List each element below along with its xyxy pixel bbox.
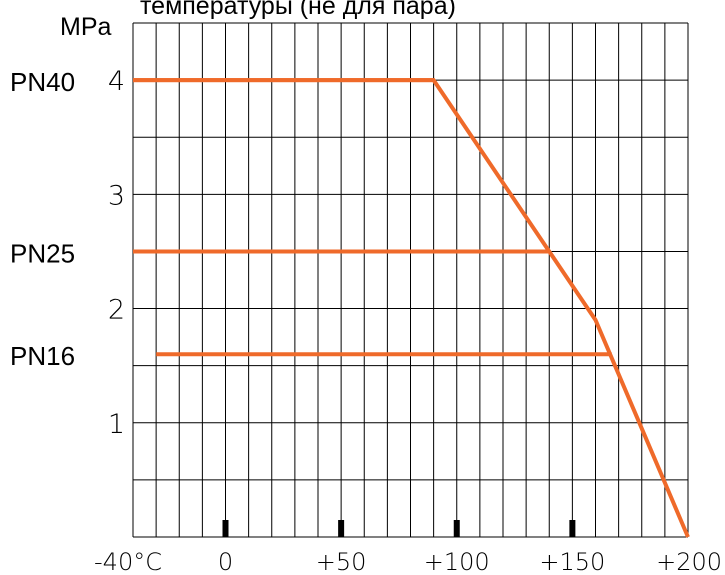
x-tick-mark <box>453 520 460 537</box>
pn-annotations: PN40 PN25 PN16 <box>10 67 75 371</box>
x-axis-ticks: -40°C 0 +50 +100 +150 +200 <box>94 520 722 575</box>
data-series <box>133 78 690 538</box>
grid-lines <box>132 22 689 538</box>
x-tick-label: +200 <box>656 548 722 575</box>
x-tick-label: 0 <box>218 548 233 575</box>
annotation-pn25: PN25 <box>10 238 75 268</box>
x-tick-mark <box>222 520 229 537</box>
y-axis-ticks: 1 2 3 4 <box>108 66 125 440</box>
y-tick-label: 1 <box>108 409 125 440</box>
x-tick-label: +150 <box>539 548 605 575</box>
y-tick-label: 4 <box>108 66 125 97</box>
chart-title: температуры (не для пара) <box>140 0 456 20</box>
x-tick-mark <box>569 520 576 537</box>
y-tick-label: 3 <box>108 180 125 211</box>
x-tick-label: -40°C <box>94 548 162 575</box>
annotation-pn16: PN16 <box>10 341 75 371</box>
y-tick-label: 2 <box>108 295 125 326</box>
y-axis-label: MPa <box>60 13 112 41</box>
x-tick-label: +100 <box>424 548 490 575</box>
x-tick-label: +50 <box>316 548 367 575</box>
annotation-pn40: PN40 <box>10 67 75 97</box>
x-tick-mark <box>338 520 345 537</box>
